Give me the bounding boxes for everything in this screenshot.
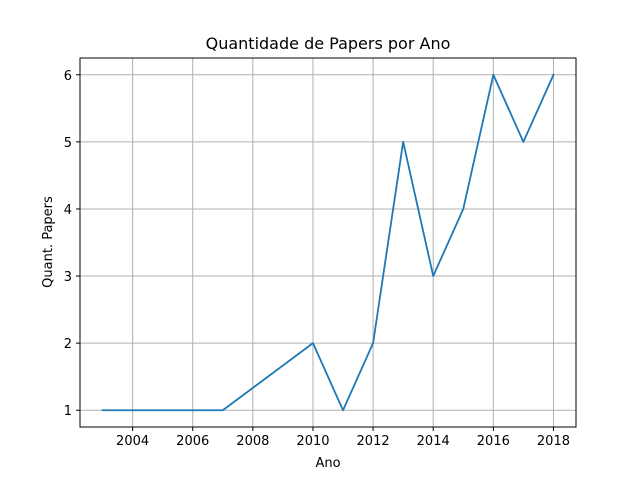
- series-layer: [101, 73, 555, 412]
- chart-title: Quantidade de Papers por Ano: [206, 34, 451, 53]
- y-tick-label: 6: [64, 69, 72, 84]
- y-tick-label: 5: [64, 136, 72, 151]
- y-tick-label: 4: [64, 203, 72, 218]
- x-axis-ticks: 2004 2006 2008 2010 2012 2014 2016 2018: [116, 427, 570, 449]
- y-tick-label: 3: [64, 270, 72, 285]
- x-tick-label: 2012: [357, 434, 390, 449]
- x-tick-label: 2006: [176, 434, 209, 449]
- x-tick-label: 2014: [417, 434, 450, 449]
- x-axis-label: Ano: [315, 456, 340, 471]
- plot-frame: [79, 57, 577, 428]
- x-tick-label: 2018: [537, 434, 570, 449]
- x-tick-label: 2016: [477, 434, 510, 449]
- x-tick-label: 2008: [236, 434, 269, 449]
- x-tick-label: 2010: [296, 434, 329, 449]
- y-tick-label: 1: [64, 404, 72, 419]
- y-axis-label: Quant. Papers: [41, 196, 56, 288]
- x-tick-label: 2004: [116, 434, 149, 449]
- series-line-1: [101, 73, 555, 412]
- y-axis-ticks: 1 2 3 4 5 6: [64, 69, 80, 419]
- y-tick-label: 2: [64, 337, 72, 352]
